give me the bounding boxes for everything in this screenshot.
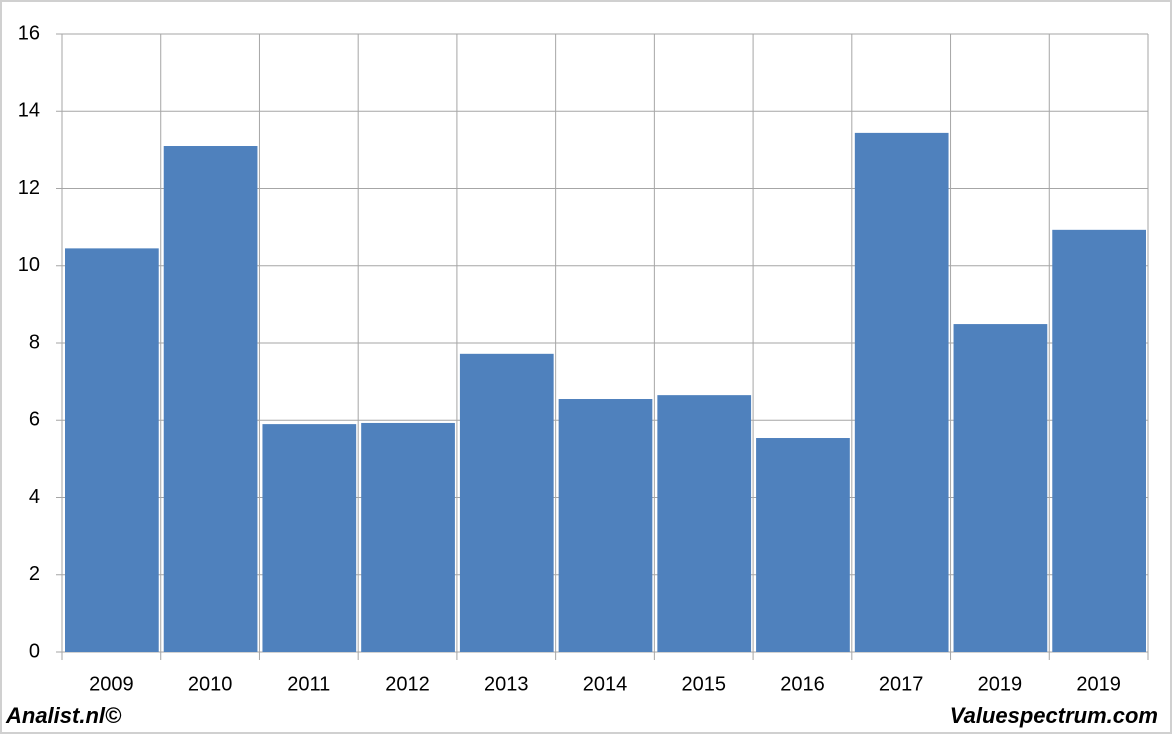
- y-tick-label: 2: [29, 563, 40, 585]
- bar: [1052, 229, 1146, 653]
- bar: [558, 399, 653, 652]
- x-tick-label: 2009: [89, 673, 134, 695]
- bar: [657, 395, 752, 652]
- bar: [459, 353, 554, 652]
- x-tick-label: 2019: [978, 673, 1023, 695]
- x-tick-label: 2012: [385, 673, 430, 695]
- x-tick-label: 2014: [583, 673, 628, 695]
- y-tick-label: 16: [18, 22, 40, 44]
- x-tick-label: 2016: [780, 673, 825, 695]
- y-tick-label: 0: [29, 640, 40, 662]
- y-tick-label: 4: [29, 486, 40, 508]
- bar: [953, 324, 1048, 652]
- x-tick-label: 2019: [1076, 673, 1121, 695]
- bar: [854, 132, 949, 652]
- bar: [163, 146, 258, 652]
- y-tick-label: 10: [18, 254, 40, 276]
- y-tick-label: 12: [18, 177, 40, 199]
- bar: [262, 424, 357, 652]
- y-tick-label: 14: [18, 100, 40, 122]
- x-tick-label: 2015: [681, 673, 726, 695]
- annotation: Valuespectrum.com: [950, 703, 1158, 728]
- annotation: Analist.nl©: [5, 703, 122, 728]
- x-tick-label: 2013: [484, 673, 529, 695]
- bar: [756, 438, 850, 652]
- bar: [65, 248, 159, 652]
- x-tick-label: 2011: [287, 673, 330, 695]
- bar: [361, 422, 455, 652]
- x-tick-label: 2010: [188, 673, 233, 695]
- y-tick-label: 8: [29, 331, 40, 353]
- x-tick-label: 2017: [879, 673, 924, 695]
- y-tick-label: 6: [29, 409, 40, 431]
